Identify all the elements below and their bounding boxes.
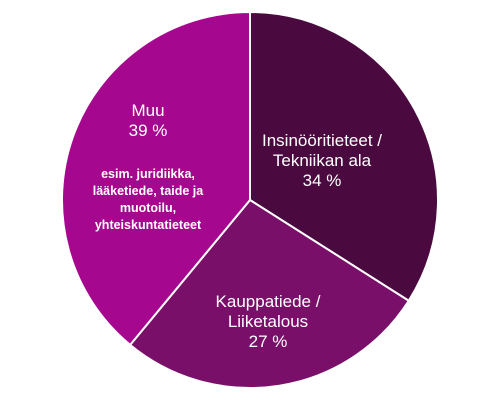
slices-layer: [61, 11, 439, 389]
slice-value-label-2: 27 %: [249, 332, 288, 351]
slice-label-1-line-2: Tekniikan ala: [273, 151, 372, 170]
slice-note-3-line-4: yhteiskuntatieteet: [95, 218, 202, 232]
slice-value-label-3: 39 %: [129, 121, 168, 140]
slice-label-2-line-2: Liiketalous: [228, 312, 308, 331]
pie-slice-1: [249, 11, 439, 302]
slice-value-label-1: 34 %: [303, 171, 342, 190]
slice-label-1-line-1: Insinööritieteet /: [262, 131, 382, 150]
slice-note-3-line-3: muotoilu,: [120, 201, 176, 215]
slice-note-3-line-1: esim. juridiikka,: [101, 167, 195, 181]
slice-label-3-line-1: Muu: [131, 101, 164, 120]
pie-slice-2: [129, 199, 410, 389]
slice-note-3-line-2: lääketiede, taide ja: [93, 184, 205, 198]
slice-label-2-line-1: Kauppatiede /: [216, 292, 321, 311]
pie-slice-3: [61, 11, 251, 346]
